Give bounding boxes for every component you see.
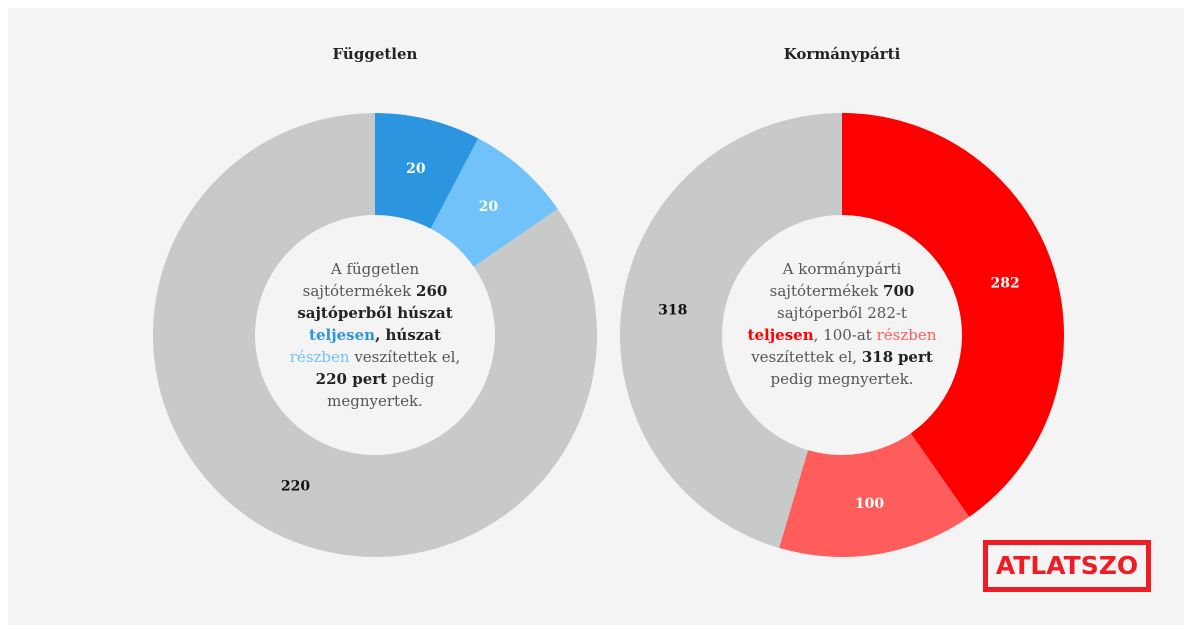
donut-slice (375, 113, 479, 229)
text-segment: pedig megnyertek. (327, 370, 435, 410)
text-segment: veszítettek el, (349, 348, 461, 366)
text-segment: 260 sajtóperből húszat (297, 282, 453, 322)
center-text: A független sajtótermékek 260 sajtóperbő… (277, 258, 473, 412)
data-label: 220 (281, 478, 310, 494)
text-segment: teljesen (309, 326, 376, 344)
text-segment: sajtóperből 282-t (777, 304, 907, 322)
center-text: A kormánypárti sajtótermékek 700 sajtópe… (744, 258, 940, 390)
chart-title: Független (333, 45, 418, 63)
donut-slice (430, 138, 558, 267)
data-label: 20 (479, 199, 499, 215)
donut-slice (620, 113, 842, 548)
text-segment: 220 pert (315, 370, 388, 388)
text-segment: teljesen (747, 326, 814, 344)
text-segment: veszítettek el, (751, 348, 862, 366)
data-label: 282 (990, 276, 1019, 292)
data-label: 318 (658, 303, 687, 319)
data-label: 20 (406, 161, 426, 177)
text-segment: , húszat (375, 326, 441, 344)
data-label: 100 (855, 496, 884, 512)
logo: ATLATSZO (983, 540, 1151, 592)
text-segment: pedig megnyertek. (770, 370, 914, 388)
donut-slice (152, 113, 597, 557)
text-segment: pert (897, 348, 933, 366)
text-segment: részben (289, 348, 350, 366)
chart-title: Kormánypárti (784, 45, 901, 63)
donut-slice (779, 433, 970, 557)
text-segment: 700 (883, 282, 915, 300)
text-segment: A független sajtótermékek (302, 260, 420, 300)
text-segment: 318 (861, 348, 894, 366)
text-segment: részben (876, 326, 937, 344)
text-segment: , 100-at (813, 326, 877, 344)
text-segment: A kormánypárti sajtótermékek (769, 260, 902, 300)
donut-slice (842, 113, 1065, 517)
